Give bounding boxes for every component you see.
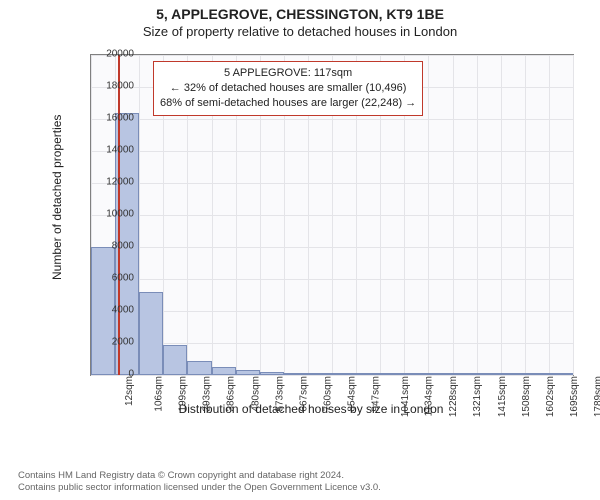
- histogram-bar: [549, 373, 573, 375]
- gridline-v: [573, 55, 574, 375]
- histogram-bar: [428, 373, 452, 375]
- gridline-v: [477, 55, 478, 375]
- gridline-v: [549, 55, 550, 375]
- histogram-bar: [284, 373, 308, 375]
- y-tick-label: 14000: [94, 145, 134, 156]
- page-title: 5, APPLEGROVE, CHESSINGTON, KT9 1BE: [0, 0, 600, 22]
- gridline-v: [453, 55, 454, 375]
- histogram-bar: [163, 345, 187, 375]
- chart-container: Number of detached properties 5 APPLEGRO…: [46, 50, 576, 422]
- annotation-line: 5 APPLEGROVE: 117sqm: [160, 66, 416, 81]
- credits: Contains HM Land Registry data © Crown c…: [18, 470, 381, 494]
- y-tick-label: 18000: [94, 81, 134, 92]
- histogram-bar: [236, 370, 260, 375]
- histogram-bar: [501, 373, 525, 375]
- histogram-bar: [139, 292, 163, 375]
- histogram-bar: [212, 367, 236, 375]
- y-tick-label: 8000: [94, 241, 134, 252]
- histogram-bar: [453, 373, 477, 375]
- y-tick-label: 12000: [94, 177, 134, 188]
- histogram-bar: [477, 373, 501, 375]
- y-axis-label: Number of detached properties: [50, 115, 64, 280]
- page: 5, APPLEGROVE, CHESSINGTON, KT9 1BE Size…: [0, 0, 600, 500]
- y-tick-label: 4000: [94, 305, 134, 316]
- credits-line-1: Contains HM Land Registry data © Crown c…: [18, 470, 381, 482]
- page-subtitle: Size of property relative to detached ho…: [0, 22, 600, 41]
- annotation-line: 68% of semi-detached houses are larger (…: [160, 96, 416, 111]
- y-tick-label: 20000: [94, 49, 134, 60]
- annotation-box: 5 APPLEGROVE: 117sqm← 32% of detached ho…: [153, 61, 423, 116]
- y-tick-label: 6000: [94, 273, 134, 284]
- histogram-bar: [332, 373, 356, 375]
- y-tick-label: 16000: [94, 113, 134, 124]
- histogram-bar: [380, 373, 404, 375]
- gridline-v: [501, 55, 502, 375]
- histogram-bar: [404, 373, 428, 375]
- histogram-bar: [260, 372, 284, 375]
- plot-area: 5 APPLEGROVE: 117sqm← 32% of detached ho…: [90, 54, 574, 376]
- annotation-line: ← 32% of detached houses are smaller (10…: [160, 81, 416, 96]
- gridline-v: [525, 55, 526, 375]
- histogram-bar: [187, 361, 211, 375]
- x-axis-label: Distribution of detached houses by size …: [46, 402, 576, 416]
- y-tick-label: 10000: [94, 209, 134, 220]
- x-tick-label: 1789sqm: [593, 376, 600, 417]
- histogram-bar: [525, 373, 549, 375]
- credits-line-2: Contains public sector information licen…: [18, 482, 381, 494]
- y-tick-label: 2000: [94, 337, 134, 348]
- gridline-v: [428, 55, 429, 375]
- histogram-bar: [356, 373, 380, 375]
- histogram-bar: [308, 373, 332, 375]
